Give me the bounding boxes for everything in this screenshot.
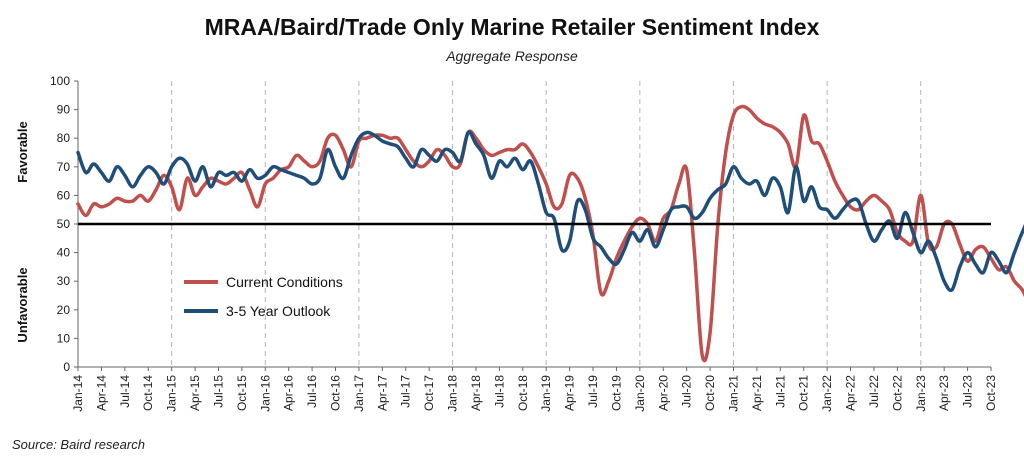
unfavorable-label: Unfavorable (15, 267, 30, 342)
x-tick-label: Oct-17 (422, 375, 436, 411)
y-tick-label: 60 (57, 188, 71, 202)
y-tick-label: 100 (50, 74, 70, 88)
x-tick-label: Oct-19 (609, 375, 623, 411)
x-tick-label: Oct-16 (329, 375, 343, 411)
x-tick-label: Apr-17 (375, 375, 389, 411)
x-tick-label: Jan-22 (820, 375, 834, 412)
x-tick-label: Jul-15 (211, 375, 225, 408)
x-tick-label: Jul-17 (399, 375, 413, 408)
axis-layer (74, 80, 992, 371)
chart-subtitle: Aggregate Response (446, 48, 578, 64)
x-tick-label: Apr-21 (750, 375, 764, 411)
source-note: Source: Baird research (12, 437, 145, 452)
x-tick-label: Jan-16 (258, 375, 272, 412)
x-tick-label: Jul-23 (961, 375, 975, 408)
y-tick-label: 20 (57, 303, 71, 317)
x-tick-label: Jul-14 (118, 375, 132, 408)
y-tick-label: 0 (63, 360, 70, 374)
x-tick-label: Jan-21 (726, 375, 740, 412)
x-tick-label: Apr-22 (844, 375, 858, 411)
legend-label-outlook: 3-5 Year Outlook (226, 303, 331, 319)
legend-label-current-conditions: Current Conditions (226, 274, 343, 290)
x-tick-label: Apr-16 (282, 375, 296, 411)
y-tick-label: 70 (57, 160, 71, 174)
x-tick-label: Jan-18 (446, 375, 460, 412)
y-tick-label: 90 (57, 103, 71, 117)
x-tick-label: Apr-20 (656, 375, 670, 411)
x-tick-label: Oct-14 (141, 375, 155, 411)
x-tick-label: Jan-23 (914, 375, 928, 412)
series-line-3-5-year-outlook (76, 130, 1024, 293)
x-tick-label: Jul-21 (773, 375, 787, 408)
legend: Current Conditions 3-5 Year Outlook (184, 274, 343, 319)
x-tick-label: Jul-16 (305, 375, 319, 408)
y-tick-label: 40 (57, 246, 71, 260)
x-tick-label: Apr-14 (94, 375, 108, 411)
x-tick-label: Oct-22 (890, 375, 904, 411)
series-line-current-conditions (76, 104, 1024, 363)
x-tick-label: Oct-20 (703, 375, 717, 411)
x-tick-label: Oct-21 (797, 375, 811, 411)
x-tick-label: Jul-19 (586, 375, 600, 408)
favorable-label: Favorable (15, 121, 30, 182)
series-layer (76, 104, 1024, 363)
y-tick-label: 80 (57, 131, 71, 145)
x-tick-label: Apr-23 (937, 375, 951, 411)
x-tick-label: Jan-19 (539, 375, 553, 412)
x-tick-label: Jan-20 (633, 375, 647, 412)
x-tick-label: Jan-14 (71, 375, 85, 412)
y-tick-label: 50 (57, 217, 71, 231)
label-layer: 0 10 20 30 40 50 60 70 80 90 100 Jan-14 Apr-14 Jul-14… (50, 74, 998, 412)
x-tick-label: Jul-18 (492, 375, 506, 408)
x-tick-label: Jul-22 (867, 375, 881, 408)
x-tick-label: Apr-15 (188, 375, 202, 411)
x-tick-label: Jul-20 (680, 375, 694, 408)
y-tick-label: 30 (57, 274, 71, 288)
x-tick-label: Apr-18 (469, 375, 483, 411)
y-tick-label: 10 (57, 331, 71, 345)
x-tick-label: Jan-17 (352, 375, 366, 412)
x-tick-label: Oct-23 (984, 375, 998, 411)
x-tick-label: Oct-18 (516, 375, 530, 411)
chart-title: MRAA/Baird/Trade Only Marine Retailer Se… (204, 14, 820, 40)
x-tick-label: Apr-19 (563, 375, 577, 411)
grid-layer (171, 81, 922, 367)
x-tick-label: Oct-15 (235, 375, 249, 411)
x-tick-label: Jan-15 (165, 375, 179, 412)
